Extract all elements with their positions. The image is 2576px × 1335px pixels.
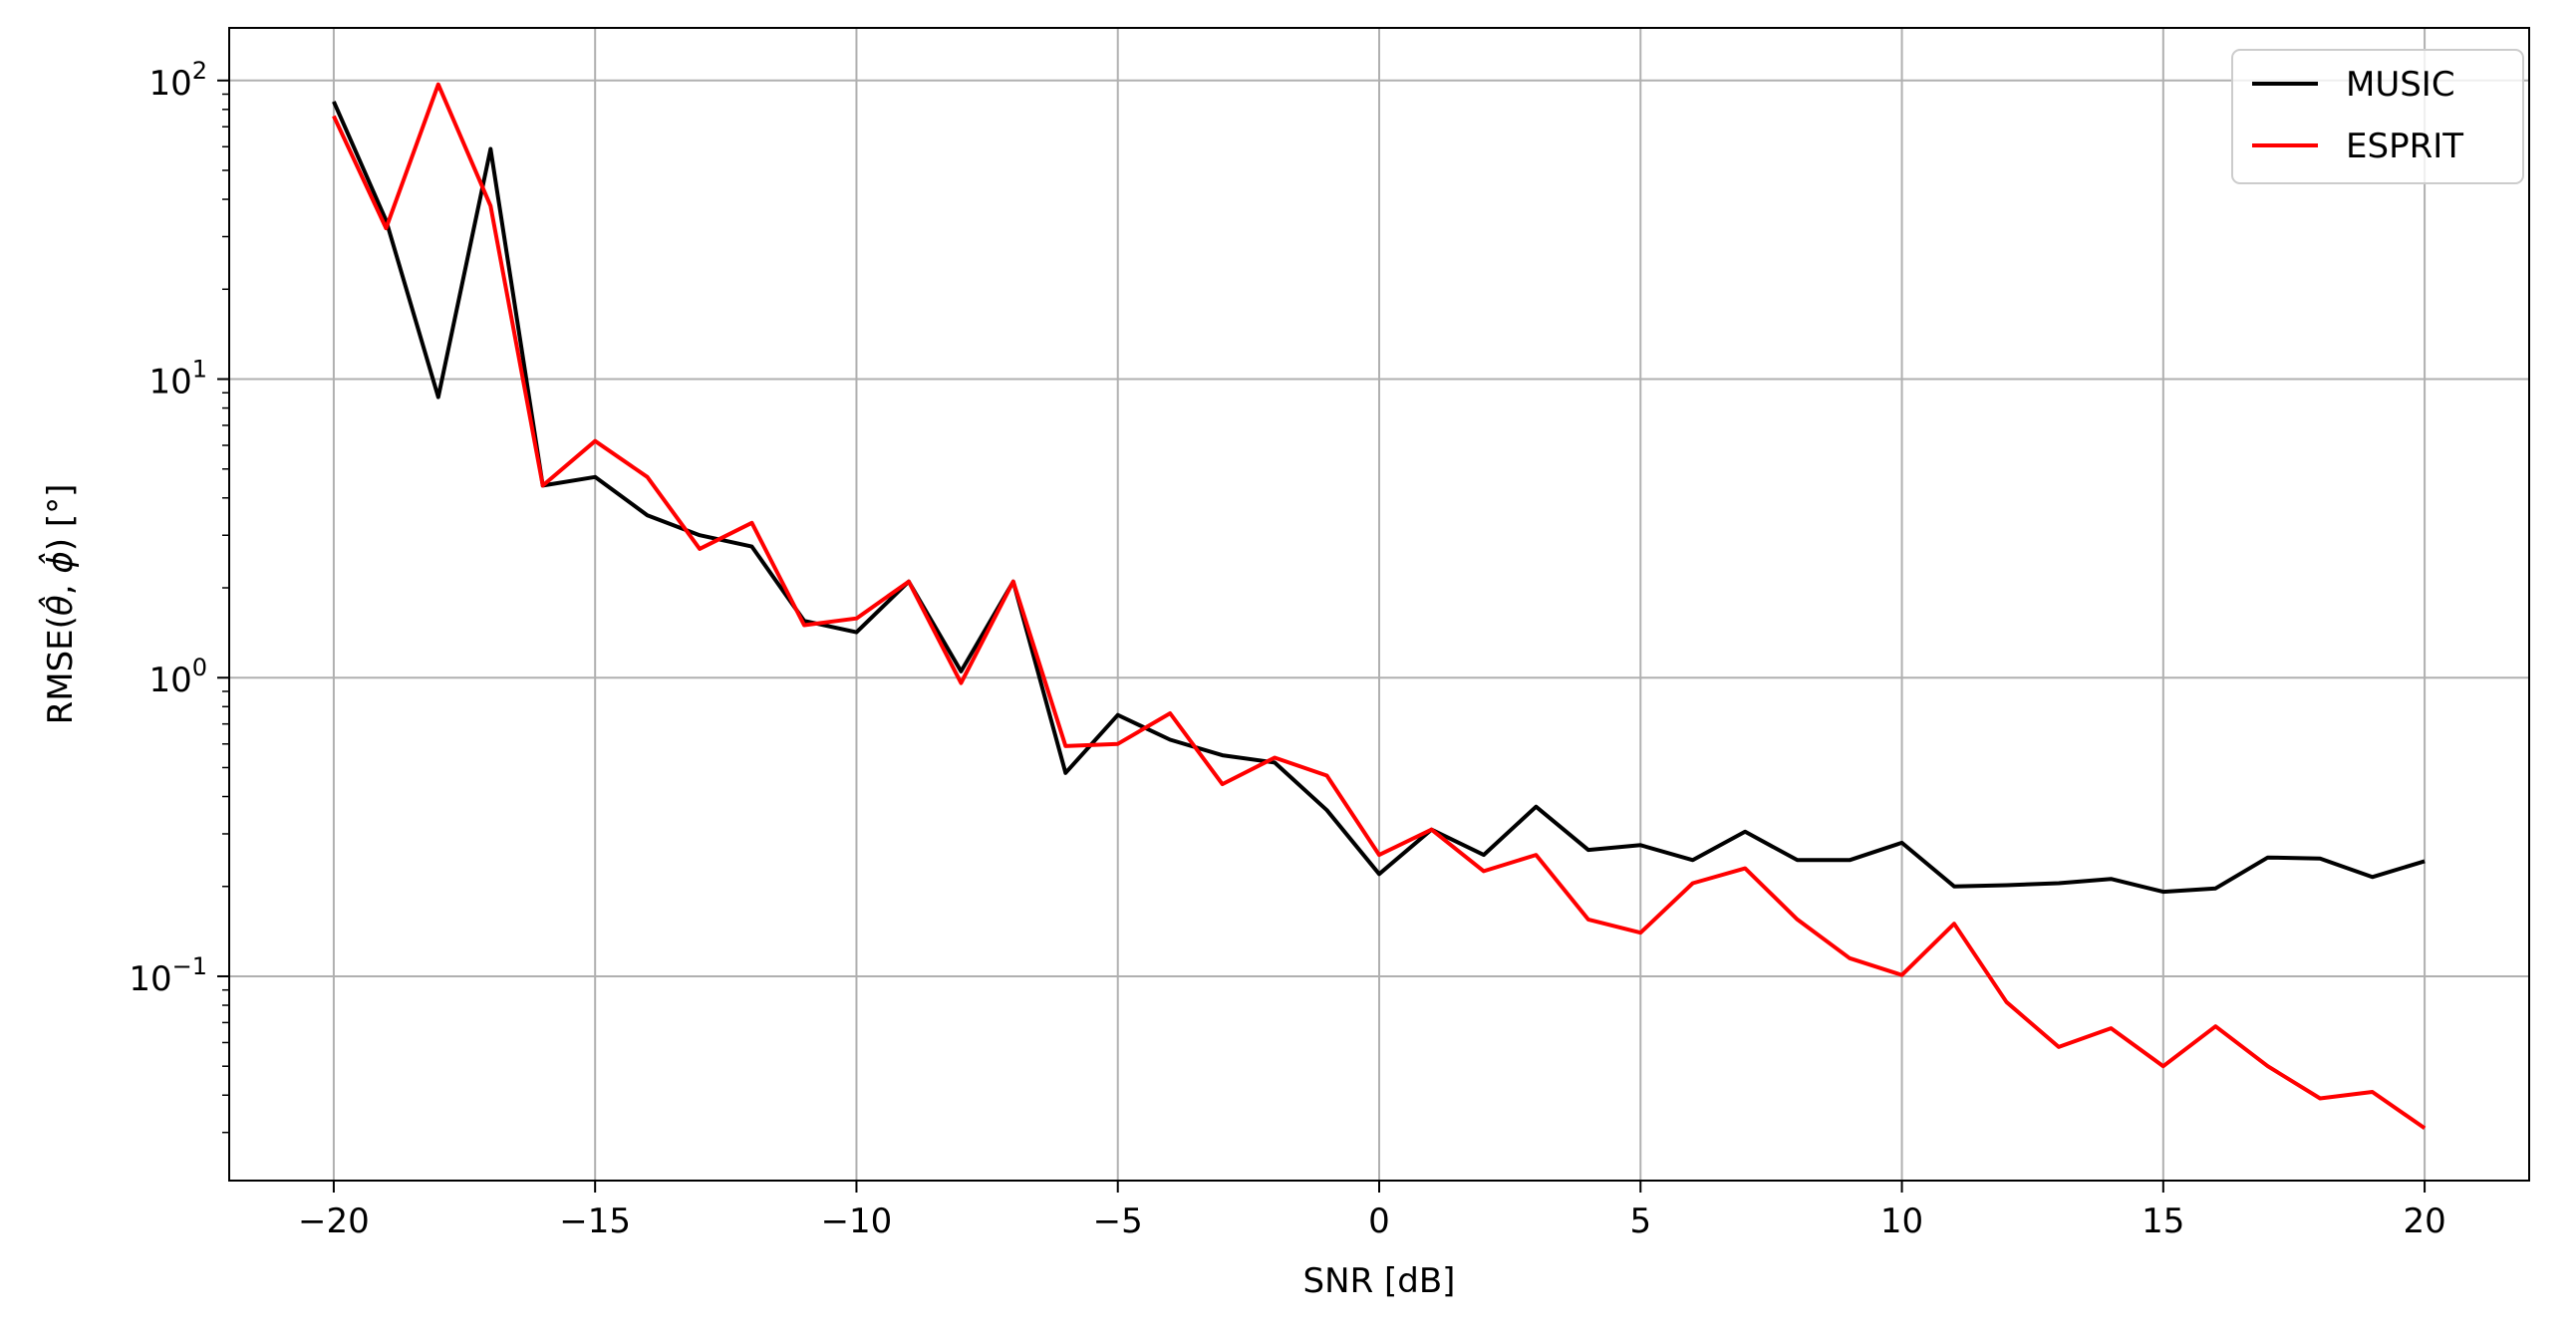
legend-label-esprit: ESPRIT bbox=[2346, 127, 2463, 166]
y-axis-label-comma: , bbox=[41, 574, 81, 596]
y-tick-base: 10 bbox=[148, 64, 191, 104]
x-tick-label: 0 bbox=[1368, 1202, 1390, 1241]
y-tick-base: 10 bbox=[129, 959, 171, 999]
x-tick-label: 20 bbox=[2403, 1202, 2445, 1241]
legend: MUSIC ESPRIT bbox=[2231, 49, 2524, 184]
x-tick-label: 5 bbox=[1629, 1202, 1651, 1241]
x-tick-label: −20 bbox=[298, 1202, 370, 1241]
x-axis-label: SNR [dB] bbox=[1303, 1261, 1456, 1301]
x-tick-label: −10 bbox=[821, 1202, 893, 1241]
x-tick-label: 15 bbox=[2142, 1202, 2184, 1241]
series-line-esprit bbox=[332, 82, 2427, 1131]
x-axis-ticks: −20 −15 −10 −5 0 5 10 15 20 bbox=[298, 1181, 2446, 1241]
y-tick-label: 101 bbox=[148, 356, 207, 402]
y-axis-label-theta: θ̂ bbox=[39, 595, 81, 616]
x-tick-label: −15 bbox=[559, 1202, 631, 1241]
y-tick-label: 100 bbox=[148, 654, 207, 700]
x-tick-label: 10 bbox=[1880, 1202, 1923, 1241]
y-tick-exponent: −1 bbox=[172, 952, 207, 980]
y-tick-exponent: 2 bbox=[192, 57, 207, 85]
legend-label-music: MUSIC bbox=[2346, 65, 2455, 105]
x-tick-label: −5 bbox=[1093, 1202, 1143, 1241]
y-axis-label: RMSE(θ̂, ϕ̂) [°] bbox=[39, 484, 81, 725]
y-tick-exponent: 0 bbox=[192, 654, 207, 681]
y-tick-label: 102 bbox=[148, 57, 207, 104]
series-line-music bbox=[332, 101, 2426, 895]
series-lines bbox=[332, 82, 2427, 1131]
y-axis-label-suffix: ) [°] bbox=[41, 484, 81, 552]
y-axis-label-phi: ϕ̂ bbox=[39, 551, 81, 573]
y-axis-label-prefix: RMSE( bbox=[41, 616, 81, 724]
y-tick-base: 10 bbox=[148, 363, 191, 402]
grid bbox=[229, 28, 2529, 1181]
y-tick-base: 10 bbox=[148, 661, 191, 700]
y-tick-exponent: 1 bbox=[192, 356, 207, 384]
y-tick-label: 10−1 bbox=[129, 952, 207, 999]
svg-text:RMSE(θ̂, ϕ̂) [°]: RMSE(θ̂, ϕ̂) [°] bbox=[39, 484, 81, 725]
